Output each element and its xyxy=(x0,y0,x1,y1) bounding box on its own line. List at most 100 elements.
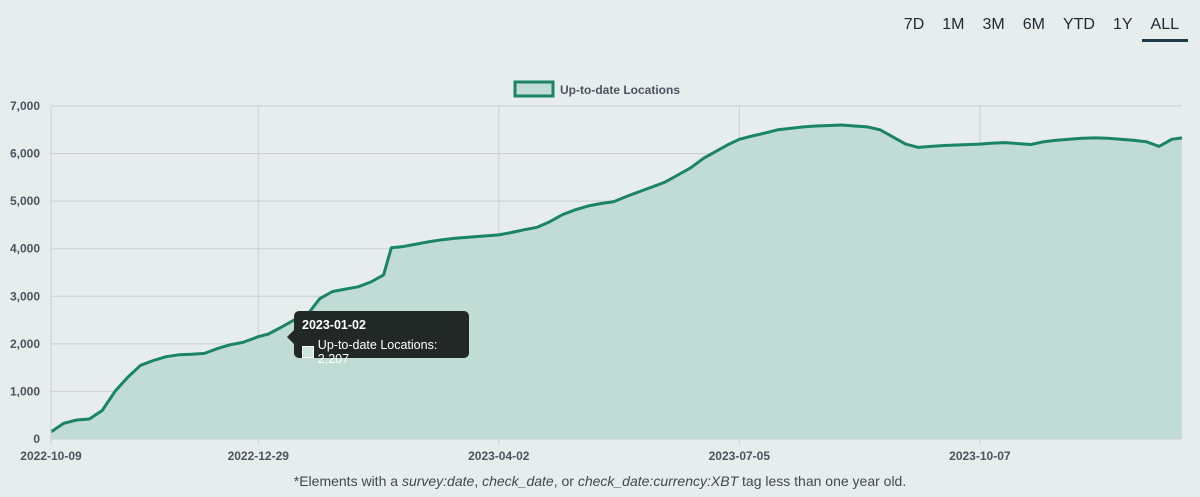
data-point[interactable] xyxy=(75,418,79,422)
data-point[interactable] xyxy=(100,408,104,412)
data-point[interactable] xyxy=(548,220,552,224)
data-point[interactable] xyxy=(1119,137,1123,141)
data-point[interactable] xyxy=(510,231,514,235)
data-point[interactable] xyxy=(113,389,117,393)
range-ytd-button[interactable]: YTD xyxy=(1062,16,1095,33)
data-point[interactable] xyxy=(453,236,457,240)
data-point[interactable] xyxy=(750,134,754,138)
tooltip-swatch xyxy=(302,346,314,358)
data-point[interactable] xyxy=(177,353,181,357)
range-all-button[interactable]: ALL xyxy=(1141,14,1189,42)
data-point[interactable] xyxy=(62,421,66,425)
data-point[interactable] xyxy=(878,128,882,132)
data-point[interactable] xyxy=(978,142,982,146)
data-point[interactable] xyxy=(574,208,578,212)
data-point[interactable] xyxy=(87,417,91,421)
data-point[interactable] xyxy=(737,137,741,141)
data-point[interactable] xyxy=(968,143,972,147)
data-point[interactable] xyxy=(522,228,526,232)
data-point[interactable] xyxy=(356,285,360,289)
data-point[interactable] xyxy=(891,135,895,139)
data-point[interactable] xyxy=(382,273,386,277)
data-point[interactable] xyxy=(139,363,143,367)
data-point[interactable] xyxy=(151,359,155,363)
data-point[interactable] xyxy=(369,280,373,284)
x-tick-label: 2022-12-29 xyxy=(228,449,290,463)
data-point[interactable] xyxy=(466,235,470,239)
data-point[interactable] xyxy=(1055,138,1059,142)
data-point[interactable] xyxy=(241,340,245,344)
data-point[interactable] xyxy=(1131,138,1135,142)
data-point[interactable] xyxy=(203,351,207,355)
data-point[interactable] xyxy=(1170,137,1174,141)
data-point[interactable] xyxy=(904,142,908,146)
data-point[interactable] xyxy=(702,156,706,160)
data-point[interactable] xyxy=(1180,136,1184,140)
data-point[interactable] xyxy=(561,212,565,216)
data-point[interactable] xyxy=(1157,144,1161,148)
data-point[interactable] xyxy=(852,124,856,128)
data-point[interactable] xyxy=(663,180,667,184)
data-point[interactable] xyxy=(190,352,194,356)
data-point[interactable] xyxy=(625,194,629,198)
data-point[interactable] xyxy=(840,123,844,127)
range-1m-button[interactable]: 1M xyxy=(942,16,965,33)
data-point[interactable] xyxy=(126,375,130,379)
data-point[interactable] xyxy=(1144,140,1148,144)
data-point[interactable] xyxy=(535,225,539,229)
data-point[interactable] xyxy=(827,124,831,128)
data-point[interactable] xyxy=(164,355,168,359)
data-point[interactable] xyxy=(318,297,322,301)
data-point[interactable] xyxy=(689,166,693,170)
data-point[interactable] xyxy=(638,190,642,194)
data-point[interactable] xyxy=(1093,136,1097,140)
data-point[interactable] xyxy=(400,245,404,249)
data-point[interactable] xyxy=(650,185,654,189)
range-7d-button[interactable]: 7D xyxy=(903,16,925,33)
data-point[interactable] xyxy=(991,141,995,145)
data-point[interactable] xyxy=(929,144,933,148)
data-point[interactable] xyxy=(942,143,946,147)
data-point[interactable] xyxy=(228,343,232,347)
data-point[interactable] xyxy=(1016,142,1020,146)
data-point[interactable] xyxy=(727,142,731,146)
data-point[interactable] xyxy=(612,200,616,204)
data-point[interactable] xyxy=(865,125,869,129)
data-point[interactable] xyxy=(789,126,793,130)
data-point[interactable] xyxy=(776,128,780,132)
data-point[interactable] xyxy=(955,143,959,147)
data-point[interactable] xyxy=(330,290,334,294)
data-point[interactable] xyxy=(1029,143,1033,147)
data-point[interactable] xyxy=(676,173,680,177)
data-point[interactable] xyxy=(916,145,920,149)
data-point[interactable] xyxy=(497,233,501,237)
range-6m-button[interactable]: 6M xyxy=(1022,16,1045,33)
legend[interactable]: Up-to-date Locations xyxy=(513,80,680,98)
data-point[interactable] xyxy=(1106,136,1110,140)
range-1y-button[interactable]: 1Y xyxy=(1112,16,1133,33)
data-point[interactable] xyxy=(256,335,260,339)
data-point[interactable] xyxy=(267,332,271,336)
data-point[interactable] xyxy=(586,204,590,208)
data-point[interactable] xyxy=(599,202,603,206)
data-point[interactable] xyxy=(1067,137,1071,141)
data-point[interactable] xyxy=(415,242,419,246)
data-point[interactable] xyxy=(279,325,283,329)
data-point[interactable] xyxy=(389,246,393,250)
data-point[interactable] xyxy=(714,149,718,153)
area-chart[interactable]: Up-to-date Locations 0 1,000 2,000 3,000 4,0… xyxy=(0,0,1200,470)
data-point[interactable] xyxy=(814,124,818,128)
data-point[interactable] xyxy=(1080,136,1084,140)
range-3m-button[interactable]: 3M xyxy=(982,16,1005,33)
data-point[interactable] xyxy=(215,347,219,351)
data-point[interactable] xyxy=(801,125,805,129)
data-point[interactable] xyxy=(343,287,347,291)
data-point[interactable] xyxy=(441,238,445,242)
footnote-prefix: *Elements with a xyxy=(293,473,402,489)
data-point[interactable] xyxy=(763,131,767,135)
data-point[interactable] xyxy=(1003,141,1007,145)
data-point[interactable] xyxy=(49,430,53,434)
data-point[interactable] xyxy=(428,240,432,244)
data-point[interactable] xyxy=(1042,140,1046,144)
data-point[interactable] xyxy=(479,234,483,238)
